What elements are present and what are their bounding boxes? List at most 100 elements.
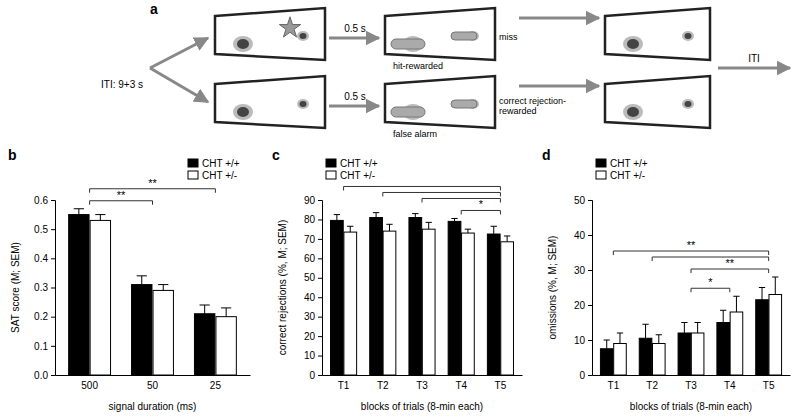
screen <box>385 76 495 128</box>
y-tick: 30 <box>304 311 322 322</box>
y-axis: 0102030405060708090 <box>304 195 323 381</box>
panel-a: aITI: 9+3 s0.5 s0.5 shit-rewardedmissfal… <box>101 1 790 139</box>
y-tick-mark <box>51 229 55 230</box>
error-bar <box>200 305 210 314</box>
error-bar <box>221 308 231 317</box>
x-tick-label: 50 <box>147 380 159 391</box>
y-tick: 20 <box>574 300 592 311</box>
series <box>90 215 236 375</box>
panel-letter: c <box>272 147 280 163</box>
x-axis-title: signal duration (ms) <box>109 401 197 412</box>
y-tick-label: 90 <box>304 195 316 206</box>
x-axis: 500 50 25 <box>56 375 251 391</box>
y-tick-label: 40 <box>304 292 316 303</box>
x-tick-label: T2 <box>377 380 389 391</box>
sig-bracket <box>90 189 216 193</box>
bar <box>194 314 214 375</box>
panel-letter: d <box>542 147 551 163</box>
screen <box>605 8 710 60</box>
x-tick-label: T3 <box>685 380 697 391</box>
y-axis: 01020304050 <box>574 195 593 381</box>
bar <box>153 290 173 375</box>
y-axis-title: SAT score (M; SEM) <box>10 242 21 333</box>
bar <box>422 229 435 375</box>
bar <box>448 221 461 375</box>
bar <box>691 333 704 375</box>
arrow <box>329 105 379 108</box>
y-tick: 70 <box>304 234 322 245</box>
sig-bracket <box>90 201 153 205</box>
x-tick: 25 <box>210 375 222 391</box>
bar <box>462 233 475 375</box>
y-tick-label: 20 <box>304 331 316 342</box>
series <box>331 213 501 375</box>
y-tick-label: 70 <box>304 234 316 245</box>
screen <box>385 8 495 60</box>
error-bar <box>617 333 623 344</box>
y-tick: 0.5 <box>34 224 55 235</box>
bar <box>769 295 782 376</box>
bar <box>370 218 383 376</box>
lever-rim <box>623 104 643 120</box>
y-tick-label: 0.1 <box>34 341 48 352</box>
y-tick-label: 50 <box>574 195 586 206</box>
screen <box>215 76 325 128</box>
lever-right <box>300 33 307 39</box>
y-tick-mark <box>51 288 55 289</box>
lever-rim <box>682 31 694 41</box>
lever-rim <box>682 99 694 109</box>
y-axis-title: correct rejections (%, M; SEM) <box>277 220 288 356</box>
y-tick: 60 <box>304 253 322 264</box>
sig-bracket <box>383 192 501 196</box>
series <box>69 209 215 375</box>
legend-swatch <box>596 171 606 179</box>
lever-extended <box>391 39 425 49</box>
bar <box>501 242 514 375</box>
y-tick-label: 0.6 <box>34 195 48 206</box>
y-tick-mark <box>318 317 322 318</box>
y-tick: 40 <box>574 230 592 241</box>
plot-area <box>600 277 781 375</box>
y-tick-mark <box>588 340 592 341</box>
legend-label: CHT +/+ <box>340 158 378 169</box>
y-tick-mark <box>51 200 55 201</box>
bar <box>600 349 613 375</box>
y-tick-mark <box>318 336 322 337</box>
x-axis-title: blocks of trials (8-min each) <box>361 401 483 412</box>
iti-label: ITI <box>748 53 760 64</box>
bar <box>344 232 357 375</box>
x-tick: 500 <box>81 375 98 391</box>
y-tick-mark <box>318 297 322 298</box>
response-label: false alarm <box>393 129 437 139</box>
series <box>600 288 768 376</box>
y-tick-label: 0.5 <box>34 224 48 235</box>
y-tick: 10 <box>574 335 592 346</box>
arrow <box>718 67 790 70</box>
bar <box>90 220 110 375</box>
x-tick: T1 <box>608 375 620 391</box>
x-tick-label: T2 <box>646 380 658 391</box>
x-tick: 50 <box>147 375 159 391</box>
lever-right <box>685 33 692 39</box>
error-bar <box>426 222 432 229</box>
lever-rim <box>297 99 309 109</box>
y-tick-mark <box>318 200 322 201</box>
y-tick: 90 <box>304 195 322 206</box>
legend: CHT +/+CHT +/- <box>596 158 648 181</box>
sig-label: * <box>479 198 484 210</box>
legend-swatch <box>188 159 198 167</box>
error-bar <box>733 296 739 312</box>
error-bar <box>158 285 168 291</box>
y-axis-line <box>588 201 593 376</box>
lever-extended <box>451 100 477 108</box>
y-tick-label: 10 <box>574 335 586 346</box>
x-axis-line <box>593 375 791 376</box>
bar <box>653 344 666 376</box>
error-bar <box>373 213 379 218</box>
y-tick: 0.6 <box>34 195 55 206</box>
y-tick: 0.4 <box>34 253 55 264</box>
sig-bracket <box>691 269 769 273</box>
x-axis-title: blocks of trials (8-min each) <box>630 401 752 412</box>
series <box>344 222 514 375</box>
error-bar <box>347 226 353 232</box>
